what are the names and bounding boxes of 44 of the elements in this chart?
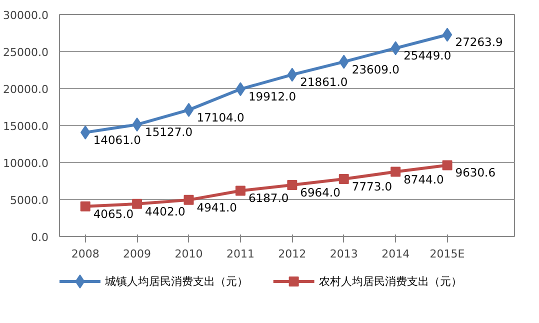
data-label: 4402.0: [145, 204, 186, 218]
point: [338, 174, 349, 184]
data-label: 21861.0: [300, 75, 348, 90]
data-label: 23609.0: [352, 62, 400, 76]
point: [184, 194, 194, 205]
data-label: 9630.6: [455, 166, 496, 180]
data-label: 6187.0: [248, 191, 289, 206]
y-tick-label: 5000.0: [10, 194, 49, 207]
point: [287, 180, 298, 190]
point: [235, 186, 246, 196]
legend-label: 城镇人均居民消费支出（元）: [104, 275, 248, 288]
point: [184, 102, 194, 117]
point: [132, 198, 142, 209]
x-tick-label: 2013: [330, 248, 358, 260]
point: [390, 166, 401, 177]
data-label: 27263.9: [455, 35, 503, 50]
data-label: 7773.0: [352, 179, 392, 194]
data-label: 4941.0: [196, 200, 238, 214]
data-label: 25449.0: [404, 48, 452, 63]
y-tick-label: 30000.0: [3, 9, 49, 22]
point: [442, 28, 452, 42]
data-label: 14061.0: [93, 132, 141, 147]
point: [442, 160, 452, 170]
x-tick-label: 2014: [382, 248, 410, 260]
data-label: 8744.0: [404, 172, 444, 186]
data-label: 17104.0: [196, 110, 244, 124]
data-label: 6964.0: [300, 185, 340, 200]
x-tick-label: 2008: [71, 248, 100, 260]
y-tick-label: 20000.0: [3, 83, 49, 96]
point: [287, 68, 298, 82]
x-tick-label: 2015E: [430, 248, 465, 260]
data-label: 15127.0: [145, 125, 193, 140]
x-tick-label: 2011: [226, 248, 254, 260]
x-tick-label: 2012: [278, 248, 306, 260]
legend-label: 农村人均居民消费支出（元）: [318, 275, 462, 288]
data-label: 4065.0: [93, 206, 134, 221]
point: [80, 201, 90, 212]
data-label: 19912.0: [248, 90, 296, 104]
x-tick-label: 2009: [123, 248, 152, 260]
x-tick-label: 2010: [174, 248, 203, 260]
y-tick-label: 0.0: [31, 231, 49, 244]
y-tick-label: 25000.0: [3, 46, 49, 59]
y-tick-label: 15000.0: [3, 120, 49, 133]
y-tick-label: 10000.0: [3, 157, 49, 170]
